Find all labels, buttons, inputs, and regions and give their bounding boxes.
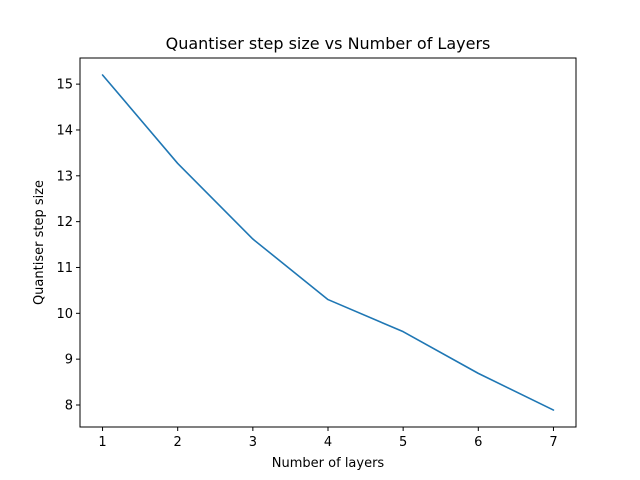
- y-axis-label: Quantiser step size: [32, 180, 47, 305]
- series-line-0: [101, 74, 555, 411]
- x-tick-label: 6: [474, 435, 482, 450]
- y-tick-label: 13: [56, 169, 73, 184]
- y-tick-label: 11: [56, 261, 73, 276]
- y-tick-label: 9: [65, 353, 73, 368]
- y-axis: 8 9 10 11 12 13 14 15: [56, 78, 80, 413]
- plot-frame: [79, 57, 577, 428]
- y-tick-label: 10: [56, 307, 73, 322]
- x-axis: 1 2 3 4 5 6 7: [98, 427, 558, 450]
- x-tick-label: 1: [98, 435, 106, 450]
- y-tick-label: 15: [56, 78, 73, 93]
- y-tick-label: 8: [65, 398, 73, 413]
- x-tick-label: 4: [324, 435, 332, 450]
- x-axis-label: Number of layers: [272, 456, 385, 471]
- plot-area: [101, 74, 555, 411]
- x-tick-label: 2: [174, 435, 182, 450]
- x-tick-label: 5: [399, 435, 407, 450]
- chart-title: Quantiser step size vs Number of Layers: [166, 34, 491, 53]
- x-tick-label: 3: [249, 435, 257, 450]
- x-tick-label: 7: [549, 435, 557, 450]
- y-tick-label: 14: [56, 123, 73, 138]
- y-tick-label: 12: [56, 215, 73, 230]
